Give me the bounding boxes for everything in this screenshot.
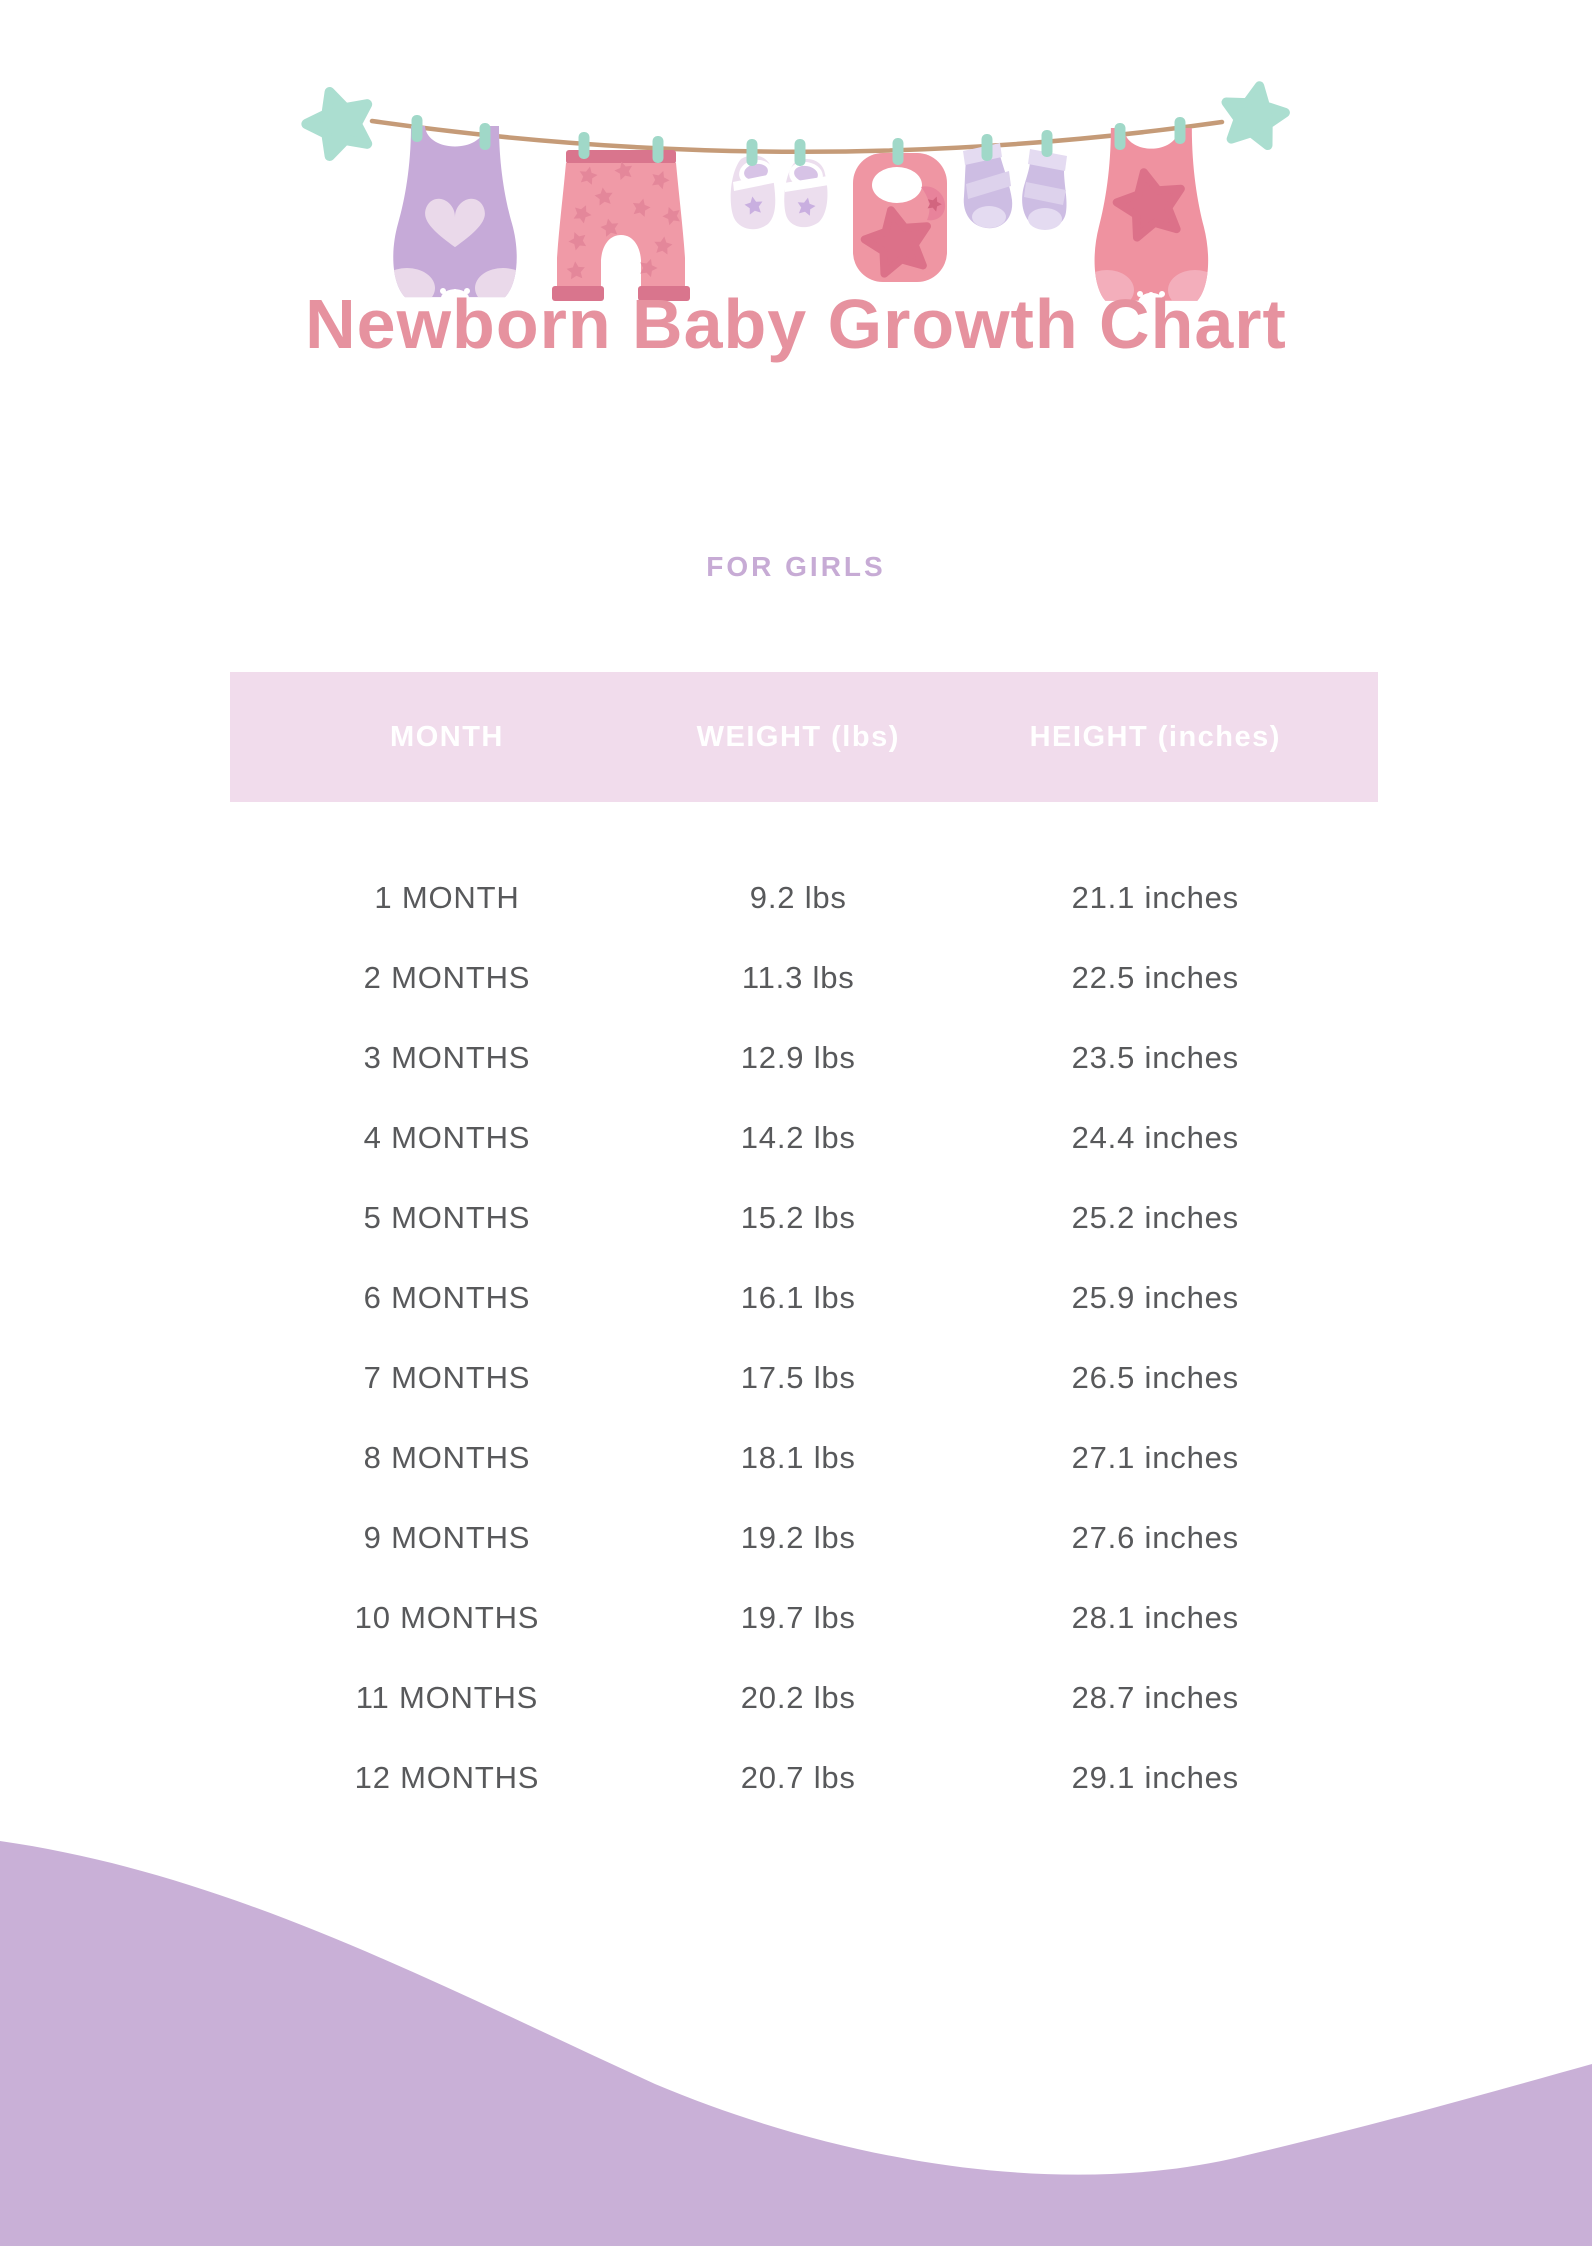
month-cell: 2 MONTHS bbox=[363, 960, 531, 995]
height-cell: 26.5 inches bbox=[1071, 1360, 1239, 1395]
height-cell: 29.1 inches bbox=[1071, 1760, 1239, 1795]
table-row: 8 MONTHS 18.1 lbs 27.1 inches bbox=[230, 1418, 1378, 1498]
purple-onesie-icon bbox=[393, 126, 517, 298]
table-row: 5 MONTHS 15.2 lbs 25.2 inches bbox=[230, 1178, 1378, 1258]
month-cell: 12 MONTHS bbox=[354, 1760, 540, 1795]
month-cell: 8 MONTHS bbox=[363, 1440, 531, 1475]
table-row: 7 MONTHS 17.5 lbs 26.5 inches bbox=[230, 1338, 1378, 1418]
socks-icon bbox=[963, 143, 1067, 230]
table-header-row: MONTH WEIGHT (lbs) HEIGHT (inches) bbox=[230, 672, 1378, 802]
bottom-wave-decoration bbox=[0, 1841, 1592, 2246]
page-title: Newborn Baby Growth Chart bbox=[305, 285, 1287, 363]
growth-table: MONTH WEIGHT (lbs) HEIGHT (inches) 1 MON… bbox=[230, 672, 1378, 1818]
weight-cell: 14.2 lbs bbox=[740, 1120, 856, 1155]
month-cell: 7 MONTHS bbox=[363, 1360, 531, 1395]
header-height: HEIGHT (inches) bbox=[1029, 720, 1281, 753]
height-cell: 22.5 inches bbox=[1071, 960, 1239, 995]
header-month: MONTH bbox=[390, 720, 504, 753]
weight-cell: 19.2 lbs bbox=[740, 1520, 856, 1555]
month-cell: 5 MONTHS bbox=[363, 1200, 531, 1235]
height-cell: 23.5 inches bbox=[1071, 1040, 1239, 1075]
star-left-icon bbox=[299, 82, 379, 160]
pink-pants-icon bbox=[552, 150, 690, 301]
month-cell: 11 MONTHS bbox=[355, 1680, 539, 1715]
month-cell: 3 MONTHS bbox=[363, 1040, 531, 1075]
month-cell: 6 MONTHS bbox=[363, 1280, 531, 1315]
table-body: 1 MONTH 9.2 lbs 21.1 inches 2 MONTHS 11.… bbox=[230, 858, 1378, 1818]
table-row: 10 MONTHS 19.7 lbs 28.1 inches bbox=[230, 1578, 1378, 1658]
table-row: 4 MONTHS 14.2 lbs 24.4 inches bbox=[230, 1098, 1378, 1178]
weight-cell: 9.2 lbs bbox=[749, 880, 847, 915]
height-cell: 28.7 inches bbox=[1071, 1680, 1239, 1715]
star-right-icon bbox=[1220, 81, 1289, 148]
weight-cell: 17.5 lbs bbox=[740, 1360, 856, 1395]
page-subtitle: FOR GIRLS bbox=[706, 551, 886, 582]
clothesline-illustration bbox=[296, 58, 1296, 301]
month-cell: 1 MONTH bbox=[374, 880, 520, 915]
height-cell: 28.1 inches bbox=[1071, 1600, 1239, 1635]
clothespins bbox=[411, 115, 1186, 166]
weight-cell: 16.1 lbs bbox=[740, 1280, 856, 1315]
weight-cell: 15.2 lbs bbox=[740, 1200, 856, 1235]
table-row: 9 MONTHS 19.2 lbs 27.6 inches bbox=[230, 1498, 1378, 1578]
weight-cell: 20.2 lbs bbox=[740, 1680, 856, 1715]
height-cell: 21.1 inches bbox=[1071, 880, 1239, 915]
height-cell: 27.1 inches bbox=[1071, 1440, 1239, 1475]
weight-cell: 12.9 lbs bbox=[740, 1040, 856, 1075]
month-cell: 9 MONTHS bbox=[363, 1520, 531, 1555]
weight-cell: 18.1 lbs bbox=[740, 1440, 856, 1475]
weight-cell: 19.7 lbs bbox=[740, 1600, 856, 1635]
month-cell: 4 MONTHS bbox=[363, 1120, 531, 1155]
weight-cell: 11.3 lbs bbox=[741, 960, 855, 995]
table-row: 12 MONTHS 20.7 lbs 29.1 inches bbox=[230, 1738, 1378, 1818]
height-cell: 25.9 inches bbox=[1071, 1280, 1239, 1315]
table-row: 2 MONTHS 11.3 lbs 22.5 inches bbox=[230, 938, 1378, 1018]
height-cell: 24.4 inches bbox=[1071, 1120, 1239, 1155]
baby-shoes-icon bbox=[730, 155, 829, 230]
table-row: 6 MONTHS 16.1 lbs 25.9 inches bbox=[230, 1258, 1378, 1338]
header-weight: WEIGHT (lbs) bbox=[696, 720, 900, 753]
height-cell: 25.2 inches bbox=[1071, 1200, 1239, 1235]
month-cell: 10 MONTHS bbox=[354, 1600, 540, 1635]
table-row: 1 MONTH 9.2 lbs 21.1 inches bbox=[230, 858, 1378, 938]
pink-onesie-icon bbox=[1094, 128, 1209, 301]
table-row: 3 MONTHS 12.9 lbs 23.5 inches bbox=[230, 1018, 1378, 1098]
height-cell: 27.6 inches bbox=[1071, 1520, 1239, 1555]
bib-icon bbox=[853, 153, 947, 282]
table-row: 11 MONTHS 20.2 lbs 28.7 inches bbox=[230, 1658, 1378, 1738]
weight-cell: 20.7 lbs bbox=[740, 1760, 856, 1795]
